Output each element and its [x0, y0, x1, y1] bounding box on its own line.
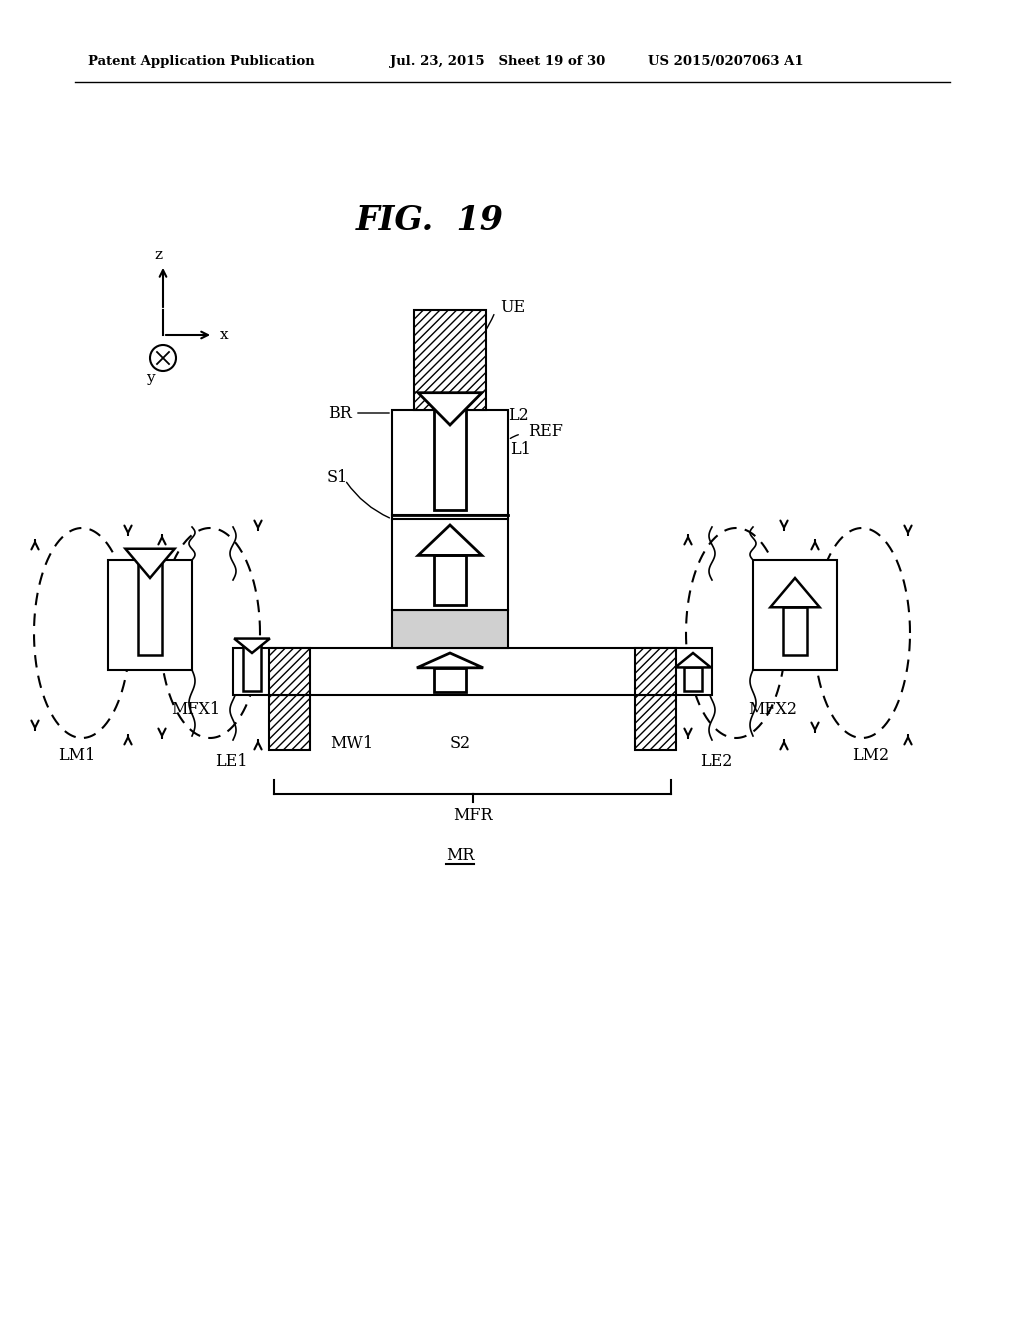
- Bar: [233, 648, 712, 696]
- Bar: [269, 696, 310, 750]
- Text: L1: L1: [510, 441, 530, 458]
- Bar: [635, 648, 676, 696]
- Polygon shape: [417, 653, 483, 668]
- Polygon shape: [125, 549, 175, 578]
- Polygon shape: [418, 393, 482, 425]
- Polygon shape: [418, 525, 482, 556]
- Bar: [243, 639, 261, 690]
- Text: LE2: LE2: [700, 754, 732, 771]
- Bar: [392, 515, 508, 610]
- Bar: [782, 607, 807, 655]
- Text: LM2: LM2: [852, 747, 889, 763]
- Text: S2: S2: [450, 734, 471, 751]
- Bar: [108, 560, 193, 671]
- Bar: [433, 668, 466, 692]
- Text: MFX1: MFX1: [171, 701, 220, 718]
- Text: LM1: LM1: [58, 747, 95, 763]
- Bar: [635, 696, 676, 750]
- Text: MFX2: MFX2: [748, 701, 797, 718]
- Bar: [392, 411, 508, 515]
- Text: FIG.  19: FIG. 19: [356, 203, 504, 236]
- Bar: [434, 393, 466, 510]
- Bar: [434, 556, 466, 605]
- Text: Jul. 23, 2015   Sheet 19 of 30: Jul. 23, 2015 Sheet 19 of 30: [390, 55, 605, 69]
- Text: BR: BR: [328, 404, 352, 421]
- Text: y: y: [145, 371, 155, 385]
- Text: UE: UE: [500, 300, 525, 317]
- Polygon shape: [675, 653, 711, 668]
- Text: MFR: MFR: [453, 807, 493, 824]
- Bar: [753, 560, 837, 671]
- Text: z: z: [154, 248, 162, 261]
- Text: S1: S1: [327, 470, 348, 487]
- Text: L2: L2: [508, 407, 528, 424]
- Text: x: x: [220, 327, 228, 342]
- Text: MW1: MW1: [331, 734, 374, 751]
- Bar: [392, 610, 508, 648]
- Text: LE1: LE1: [215, 754, 248, 771]
- Bar: [684, 668, 701, 690]
- Bar: [269, 648, 310, 696]
- Text: Patent Application Publication: Patent Application Publication: [88, 55, 314, 69]
- Text: REF: REF: [528, 424, 563, 441]
- Polygon shape: [234, 639, 270, 653]
- Bar: [414, 310, 486, 411]
- Text: MR: MR: [445, 846, 474, 863]
- Polygon shape: [770, 578, 819, 607]
- Text: US 2015/0207063 A1: US 2015/0207063 A1: [648, 55, 804, 69]
- Bar: [138, 549, 162, 655]
